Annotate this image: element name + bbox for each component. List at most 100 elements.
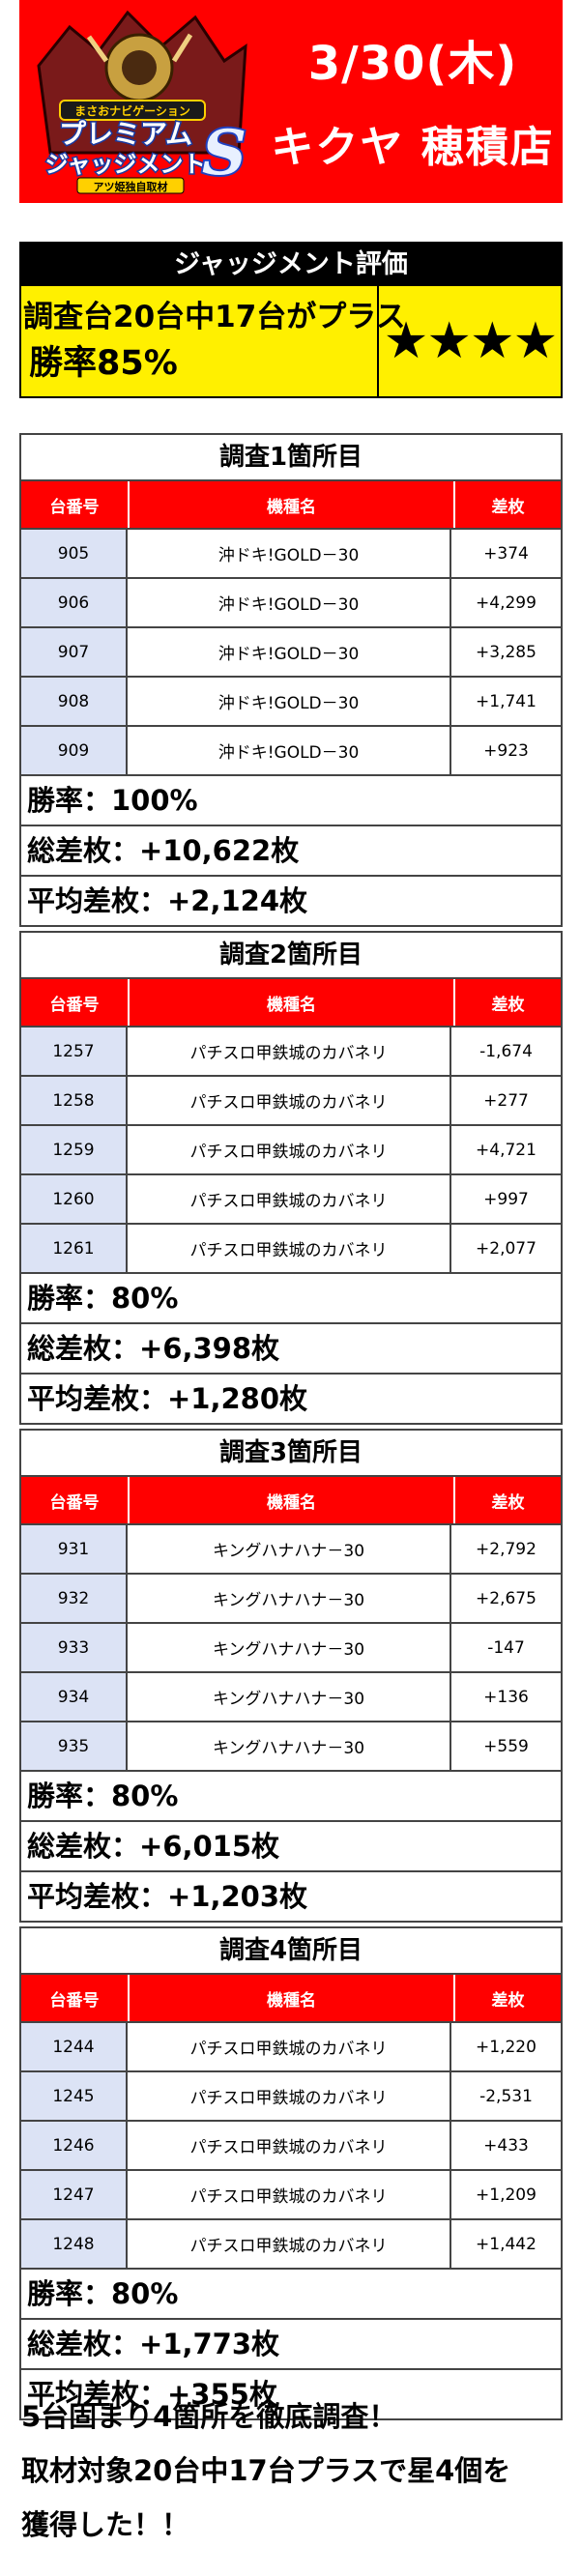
survey-table-header: 台番号 機種名 差枚	[21, 1975, 561, 2021]
model-name-cell: キングハナハナ－30	[128, 1673, 451, 1721]
diff-cell: +1,220	[476, 2037, 536, 2057]
judgement-summary: 調査台20台中17台がプラス 勝率85%	[21, 286, 406, 396]
header-machine-no: 台番号	[21, 979, 130, 1026]
survey-win-rate: 勝率：80%	[21, 2268, 561, 2318]
machine-no-cell: 1258	[21, 1077, 128, 1124]
footer-line2: 取材対象20台中17台プラスで星4個を	[21, 2454, 511, 2487]
machine-no-cell: 1246	[21, 2122, 128, 2169]
survey-total-diff: 総差枚：+6,015枚	[21, 1820, 561, 1870]
machine-no-cell: 906	[21, 579, 128, 626]
model-name-cell: パチスロ甲鉄城のカバネリ	[128, 1077, 451, 1124]
diff-cell: -147	[487, 1637, 525, 1658]
diff-cell: +3,285	[476, 642, 536, 662]
header-machine-no: 台番号	[21, 1975, 130, 2021]
header-machine-no: 台番号	[21, 1477, 130, 1523]
judgement-win-rate: 勝率85%	[29, 344, 178, 383]
model-name-cell: パチスロ甲鉄城のカバネリ	[128, 2220, 451, 2268]
machine-no-cell: 933	[21, 1624, 128, 1671]
diff-cell: +2,792	[476, 1539, 536, 1559]
machine-no-cell: 1259	[21, 1126, 128, 1173]
model-name-cell: キングハナハナ－30	[128, 1525, 451, 1573]
diff-cell: +4,299	[476, 593, 536, 613]
header-model-name: 機種名	[130, 979, 455, 1026]
machine-no-cell: 905	[21, 530, 128, 577]
survey-average-diff: 平均差枚：+1,203枚	[21, 1870, 561, 1921]
table-row: 1246 パチスロ甲鉄城のカバネリ +433	[21, 2120, 561, 2169]
model-name-cell: パチスロ甲鉄城のカバネリ	[128, 2023, 451, 2070]
header-diff: 差枚	[491, 497, 525, 517]
diff-cell: +559	[483, 1736, 529, 1756]
machine-no-cell: 909	[21, 727, 128, 774]
survey-total-diff: 総差枚：+1,773枚	[21, 2318, 561, 2368]
table-row: 907 沖ドキ!GOLD－30 +3,285	[21, 626, 561, 676]
survey-block-4: 調査4箇所目 台番号 機種名 差枚 1244 パチスロ甲鉄城のカバネリ +1,220 1245…	[19, 1926, 563, 2420]
judgement-box: ジャッジメント評価 調査台20台中17台がプラス 勝率85% ★★★★	[19, 242, 563, 398]
model-name-cell: パチスロ甲鉄城のカバネリ	[128, 1175, 451, 1223]
survey-title: 調査2箇所目	[21, 933, 561, 979]
header-model-name: 機種名	[130, 481, 455, 528]
table-row: 1261 パチスロ甲鉄城のカバネリ +2,077	[21, 1223, 561, 1272]
survey-average-diff: 平均差枚：+355枚	[21, 2368, 561, 2418]
header-banner: まさおナビゲーション プレミアム ジャッジメント S アツ姫独自取材 3/30(…	[19, 0, 563, 203]
header-diff: 差枚	[491, 1990, 525, 2011]
header-model-name: 機種名	[130, 1477, 455, 1523]
table-row: 934 キングハナハナ－30 +136	[21, 1671, 561, 1721]
machine-no-cell: 1257	[21, 1028, 128, 1075]
machine-no-cell: 908	[21, 678, 128, 725]
diff-cell: -2,531	[479, 2086, 533, 2106]
survey-average-diff: 平均差枚：+1,280枚	[21, 1373, 561, 1423]
logo-main-line2: ジャッジメント	[45, 151, 207, 178]
judgement-plus-count: 調査台20台中17台がプラス	[23, 300, 406, 334]
survey-win-rate: 勝率：80%	[21, 1770, 561, 1820]
diff-cell: +136	[483, 1687, 529, 1707]
model-name-cell: パチスロ甲鉄城のカバネリ	[128, 1028, 451, 1075]
diff-cell: +2,077	[476, 1238, 536, 1259]
diff-cell: +997	[483, 1189, 529, 1209]
machine-no-cell: 1248	[21, 2220, 128, 2268]
judgement-star-rating: ★★★★	[383, 312, 558, 370]
machine-no-cell: 1244	[21, 2023, 128, 2070]
table-row: 1247 パチスロ甲鉄城のカバネリ +1,209	[21, 2169, 561, 2218]
header-store-name: キクヤ 穂積店	[271, 123, 555, 172]
survey-average-diff: 平均差枚：+2,124枚	[21, 875, 561, 925]
table-row: 908 沖ドキ!GOLD－30 +1,741	[21, 676, 561, 725]
machine-no-cell: 931	[21, 1525, 128, 1573]
survey-table-header: 台番号 機種名 差枚	[21, 979, 561, 1026]
machine-no-cell: 1260	[21, 1175, 128, 1223]
diff-cell: +923	[483, 740, 529, 761]
machine-no-cell: 907	[21, 628, 128, 676]
model-name-cell: パチスロ甲鉄城のカバネリ	[128, 1225, 451, 1272]
model-name-cell: パチスロ甲鉄城のカバネリ	[128, 2072, 451, 2120]
machine-no-cell: 932	[21, 1575, 128, 1622]
model-name-cell: キングハナハナ－30	[128, 1722, 451, 1770]
diff-cell: +433	[483, 2135, 529, 2156]
machine-no-cell: 934	[21, 1673, 128, 1721]
survey-table-header: 台番号 機種名 差枚	[21, 481, 561, 528]
table-row: 906 沖ドキ!GOLD－30 +4,299	[21, 577, 561, 626]
table-row: 931 キングハナハナ－30 +2,792	[21, 1523, 561, 1573]
premium-judgement-logo: まさおナビゲーション プレミアム ジャッジメント S アツ姫独自取材	[31, 8, 253, 197]
model-name-cell: キングハナハナ－30	[128, 1624, 451, 1671]
machine-no-cell: 1261	[21, 1225, 128, 1272]
logo-letter: S	[202, 117, 246, 189]
diff-cell: +4,721	[476, 1140, 536, 1160]
model-name-cell: パチスロ甲鉄城のカバネリ	[128, 2171, 451, 2218]
model-name-cell: キングハナハナ－30	[128, 1575, 451, 1622]
diff-cell: +1,442	[476, 2234, 536, 2254]
header-diff: 差枚	[491, 1492, 525, 1513]
survey-win-rate: 勝率：80%	[21, 1272, 561, 1322]
table-row: 933 キングハナハナ－30 -147	[21, 1622, 561, 1671]
model-name-cell: 沖ドキ!GOLD－30	[128, 628, 451, 676]
machine-no-cell: 1247	[21, 2171, 128, 2218]
header-machine-no: 台番号	[21, 481, 130, 528]
footer-line3: 獲得した！！	[21, 2508, 190, 2541]
logo-sub-text: アツ姫独自取材	[94, 180, 168, 193]
table-row: 1257 パチスロ甲鉄城のカバネリ -1,674	[21, 1026, 561, 1075]
footer-line1: 5台固まり4箇所を徹底調査！	[21, 2400, 397, 2433]
logo-graphic: まさおナビゲーション プレミアム ジャッジメント S アツ姫独自取材	[37, 10, 248, 194]
diff-cell: -1,674	[479, 1041, 533, 1061]
diff-cell: +374	[483, 543, 529, 564]
judgement-title: ジャッジメント評価	[21, 244, 561, 286]
model-name-cell: 沖ドキ!GOLD－30	[128, 530, 451, 577]
survey-total-diff: 総差枚：+10,622枚	[21, 825, 561, 875]
